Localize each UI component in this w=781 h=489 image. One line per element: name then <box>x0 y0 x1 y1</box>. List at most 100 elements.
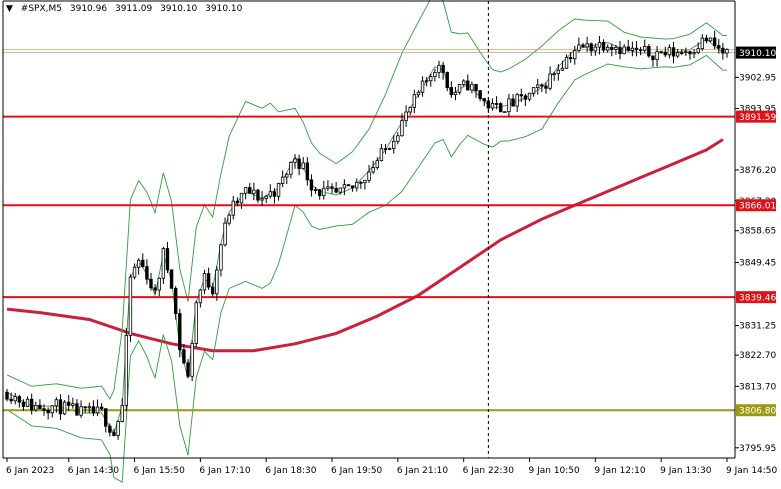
candle[interactable] <box>252 182 256 201</box>
candle[interactable] <box>474 83 478 98</box>
candle[interactable] <box>338 187 342 195</box>
candle[interactable] <box>50 405 54 418</box>
candle[interactable] <box>153 284 157 294</box>
candle[interactable] <box>227 213 231 226</box>
candle[interactable] <box>647 44 651 58</box>
candle[interactable] <box>157 277 161 297</box>
candle[interactable] <box>42 404 46 416</box>
candle[interactable] <box>568 51 573 63</box>
candle[interactable] <box>548 66 552 91</box>
candle[interactable] <box>708 37 713 43</box>
candle[interactable] <box>46 407 50 420</box>
candle[interactable] <box>396 131 400 145</box>
candle[interactable] <box>289 161 293 179</box>
candle[interactable] <box>392 135 396 154</box>
price-axis[interactable]: 3902.953893.953876.203867.303858.653849.… <box>735 73 776 454</box>
candle[interactable] <box>573 45 577 65</box>
candle[interactable] <box>359 180 363 189</box>
candle[interactable] <box>334 182 338 194</box>
candle[interactable] <box>165 242 170 274</box>
candle[interactable] <box>519 88 523 102</box>
candle[interactable] <box>684 47 688 57</box>
candle[interactable] <box>9 392 13 404</box>
candle[interactable] <box>499 102 503 113</box>
candle[interactable] <box>223 217 227 247</box>
candle[interactable] <box>87 402 91 413</box>
candle[interactable] <box>367 164 371 183</box>
candle[interactable] <box>363 179 367 190</box>
candle[interactable] <box>124 327 129 412</box>
candle[interactable] <box>285 172 289 185</box>
candle[interactable] <box>614 44 618 55</box>
candle[interactable] <box>655 45 659 67</box>
candle[interactable] <box>264 194 268 203</box>
candle[interactable] <box>531 87 536 97</box>
candle[interactable] <box>108 423 112 437</box>
candle[interactable] <box>387 147 392 151</box>
candle[interactable] <box>404 105 408 127</box>
candle[interactable] <box>552 71 556 81</box>
candle[interactable] <box>457 83 462 95</box>
candle[interactable] <box>704 34 709 44</box>
candle[interactable] <box>515 92 519 112</box>
candle[interactable] <box>95 399 100 417</box>
candle[interactable] <box>486 97 491 114</box>
candle[interactable] <box>173 286 178 320</box>
candle[interactable] <box>663 46 667 58</box>
candle[interactable] <box>186 359 190 379</box>
candle[interactable] <box>696 42 700 55</box>
candle[interactable] <box>400 113 404 137</box>
candle[interactable] <box>688 50 692 60</box>
candle[interactable] <box>211 282 215 297</box>
candle[interactable] <box>17 394 22 408</box>
candle[interactable] <box>346 184 351 187</box>
candle[interactable] <box>610 43 614 57</box>
candle[interactable] <box>466 74 470 91</box>
candle[interactable] <box>556 64 561 81</box>
candle[interactable] <box>700 34 705 51</box>
candle[interactable] <box>161 246 166 284</box>
candle[interactable] <box>597 35 602 55</box>
candle[interactable] <box>75 399 79 416</box>
candle[interactable] <box>330 183 334 194</box>
candle[interactable] <box>634 41 639 57</box>
candle[interactable] <box>437 60 441 79</box>
candle[interactable] <box>527 92 532 102</box>
candle[interactable] <box>412 89 417 114</box>
candle[interactable] <box>128 274 133 342</box>
candle[interactable] <box>453 86 458 101</box>
candle[interactable] <box>671 41 676 64</box>
candle[interactable] <box>630 41 635 57</box>
candle[interactable] <box>276 182 281 201</box>
candle[interactable] <box>424 76 429 87</box>
candle[interactable] <box>680 48 684 56</box>
candle[interactable] <box>355 178 359 192</box>
candle[interactable] <box>581 43 585 48</box>
candle[interactable] <box>141 253 145 268</box>
candle[interactable] <box>692 49 696 59</box>
candle[interactable] <box>536 78 540 95</box>
candle[interactable] <box>194 300 198 348</box>
candle[interactable] <box>605 44 610 53</box>
candle[interactable] <box>482 98 486 107</box>
candle[interactable] <box>67 394 71 411</box>
candle[interactable] <box>293 154 297 169</box>
candle[interactable] <box>248 182 252 194</box>
candle[interactable] <box>667 44 672 59</box>
candle[interactable] <box>34 401 38 412</box>
candle[interactable] <box>29 393 34 415</box>
candle[interactable] <box>132 263 137 280</box>
candle[interactable] <box>313 187 318 194</box>
candle[interactable] <box>215 266 219 301</box>
candle[interactable] <box>717 39 721 54</box>
candle[interactable] <box>5 388 9 402</box>
candle[interactable] <box>169 269 174 289</box>
candle[interactable] <box>593 43 598 56</box>
candle[interactable] <box>149 272 153 291</box>
candle[interactable] <box>256 188 260 203</box>
candle[interactable] <box>470 81 474 94</box>
candle[interactable] <box>675 48 680 58</box>
candle[interactable] <box>13 393 17 405</box>
candle[interactable] <box>601 39 606 53</box>
candle[interactable] <box>91 400 96 417</box>
